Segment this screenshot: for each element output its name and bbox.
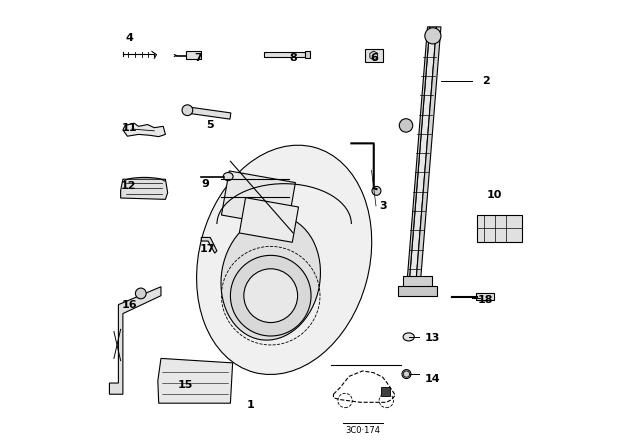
Circle shape — [182, 105, 193, 116]
Bar — [476, 293, 494, 300]
Text: 11: 11 — [122, 123, 138, 133]
Text: 16: 16 — [122, 300, 138, 310]
Bar — [186, 107, 231, 119]
Polygon shape — [121, 179, 168, 199]
Text: 3C0·174: 3C0·174 — [345, 426, 380, 435]
Text: 7: 7 — [195, 53, 202, 63]
Polygon shape — [403, 276, 432, 287]
Ellipse shape — [403, 333, 414, 341]
Circle shape — [244, 269, 298, 323]
Polygon shape — [397, 286, 437, 296]
Text: 1: 1 — [246, 401, 255, 410]
Polygon shape — [158, 358, 233, 403]
Text: 13: 13 — [424, 333, 440, 343]
Text: 14: 14 — [424, 374, 440, 383]
Bar — [381, 387, 390, 396]
Bar — [305, 51, 310, 58]
Text: 18: 18 — [478, 295, 493, 305]
Polygon shape — [109, 287, 161, 394]
Ellipse shape — [223, 172, 233, 181]
Ellipse shape — [221, 215, 321, 340]
Bar — [239, 198, 298, 242]
Text: 15: 15 — [178, 380, 193, 390]
Circle shape — [399, 119, 413, 132]
Bar — [264, 52, 307, 57]
Bar — [365, 49, 383, 62]
Text: 3: 3 — [379, 201, 387, 211]
Text: 9: 9 — [202, 179, 210, 189]
Text: 6: 6 — [370, 53, 378, 63]
Bar — [221, 171, 296, 227]
Polygon shape — [410, 27, 436, 278]
Ellipse shape — [196, 145, 372, 375]
Circle shape — [230, 255, 311, 336]
Polygon shape — [407, 27, 430, 278]
Text: 12: 12 — [121, 181, 136, 191]
Text: 4: 4 — [125, 33, 134, 43]
Text: 8: 8 — [289, 53, 297, 63]
Text: 2: 2 — [482, 76, 490, 86]
Ellipse shape — [402, 370, 411, 379]
Circle shape — [425, 28, 441, 44]
Polygon shape — [477, 215, 522, 242]
Text: 17: 17 — [199, 244, 215, 254]
Polygon shape — [123, 123, 165, 137]
Circle shape — [372, 186, 381, 195]
Polygon shape — [417, 27, 441, 278]
Polygon shape — [202, 237, 217, 253]
Text: 5: 5 — [207, 121, 214, 130]
Circle shape — [403, 371, 410, 377]
Bar — [186, 51, 202, 59]
Circle shape — [136, 288, 146, 299]
Text: 10: 10 — [487, 190, 502, 200]
